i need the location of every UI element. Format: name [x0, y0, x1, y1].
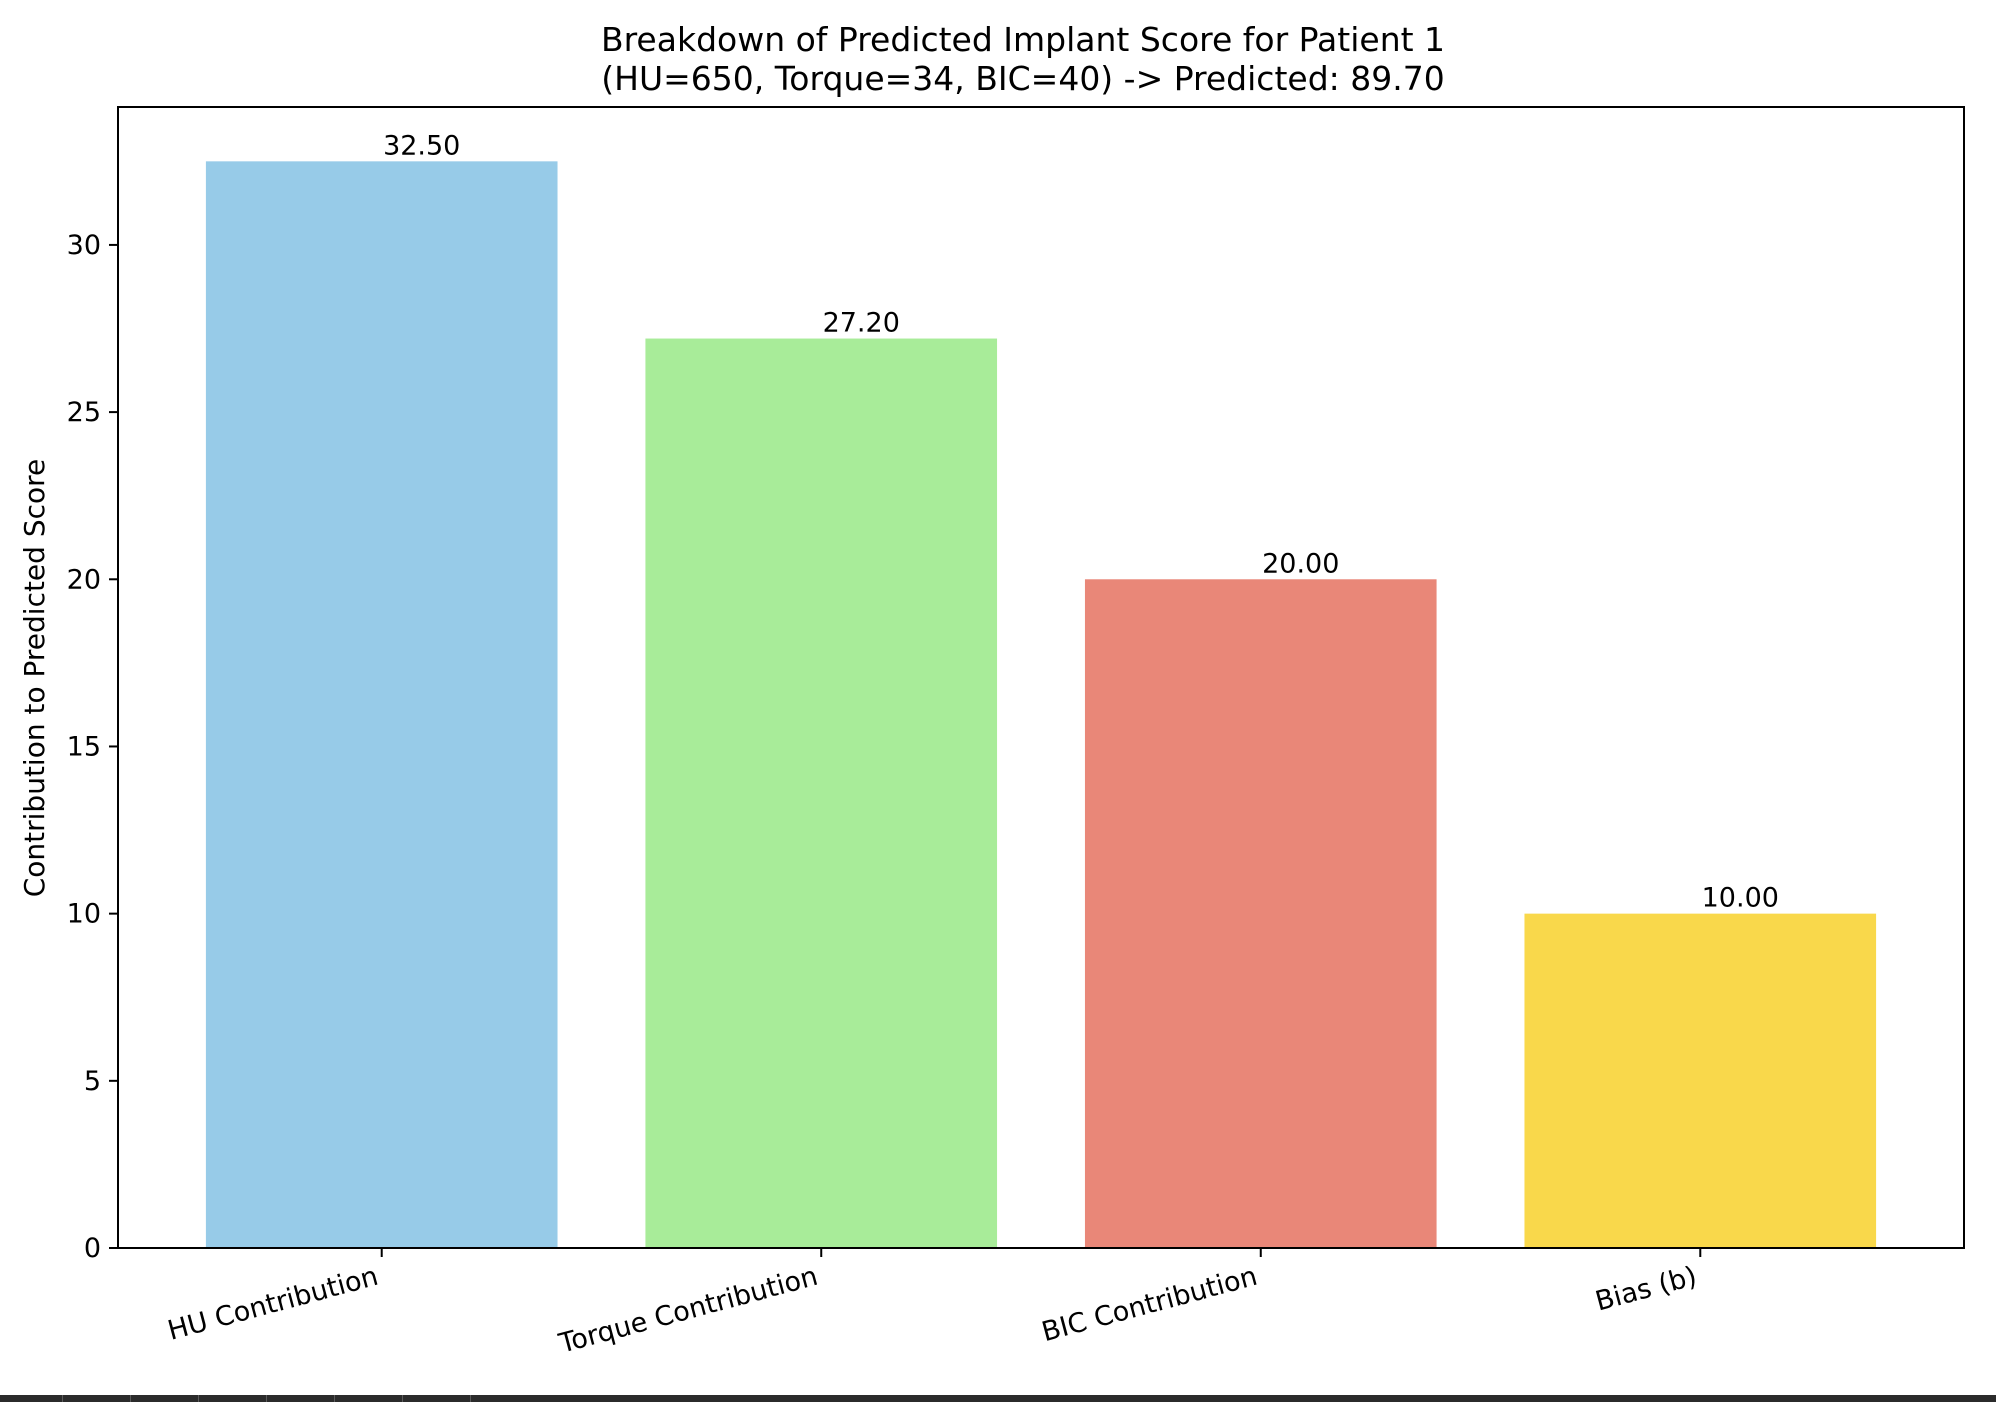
- bottom-window-strip: [0, 1395, 1996, 1402]
- y-tick-label-6: 30: [67, 230, 101, 261]
- bar-2: [1084, 579, 1437, 1248]
- strip-segment: [199, 1395, 267, 1402]
- strip-segment: [403, 1395, 471, 1402]
- y-axis-label: Contribution to Predicted Score: [18, 459, 51, 898]
- plot-frame: [117, 106, 1965, 1249]
- bar-value-label-1: 27.20: [823, 308, 900, 339]
- strip-segment: [63, 1395, 131, 1402]
- data-labels-layer: 32.50 27.20 20.00 10.00: [383, 130, 1779, 913]
- x-tick-label-2: BIC Contribution: [1039, 1261, 1261, 1348]
- strip-segment: [0, 1395, 63, 1402]
- bar-value-label-0: 32.50: [383, 130, 460, 161]
- bar-3: [1524, 913, 1877, 1248]
- y-tick-label-5: 25: [67, 397, 101, 428]
- bar-value-label-2: 20.00: [1262, 548, 1339, 579]
- x-tick-label-3: Bias (b): [1592, 1261, 1700, 1318]
- strip-segment: [335, 1395, 403, 1402]
- bars-layer: [205, 161, 1877, 1248]
- x-tick-label-1: Torque Contribution: [555, 1261, 821, 1360]
- y-tick-label-3: 15: [67, 731, 101, 762]
- y-tick-label-2: 10: [67, 899, 101, 930]
- y-tick-label-1: 5: [84, 1066, 101, 1097]
- chart-title: Breakdown of Predicted Implant Score for…: [601, 20, 1445, 59]
- strip-segment: [267, 1395, 335, 1402]
- y-tick-label-4: 20: [67, 564, 101, 595]
- x-tick-label-0: HU Contribution: [165, 1261, 382, 1347]
- bar-1: [645, 338, 998, 1248]
- bar-value-label-3: 10.00: [1702, 883, 1779, 914]
- x-axis: HU Contribution Torque Contribution BIC Co…: [165, 1248, 1702, 1360]
- bar-0: [205, 161, 558, 1248]
- y-tick-label-0: 0: [84, 1233, 101, 1264]
- chart-subtitle: (HU=650, Torque=34, BIC=40) -> Predicted…: [601, 59, 1444, 98]
- strip-segment: [131, 1395, 199, 1402]
- y-axis: 0 5 10 15 20 25 30: [67, 230, 118, 1264]
